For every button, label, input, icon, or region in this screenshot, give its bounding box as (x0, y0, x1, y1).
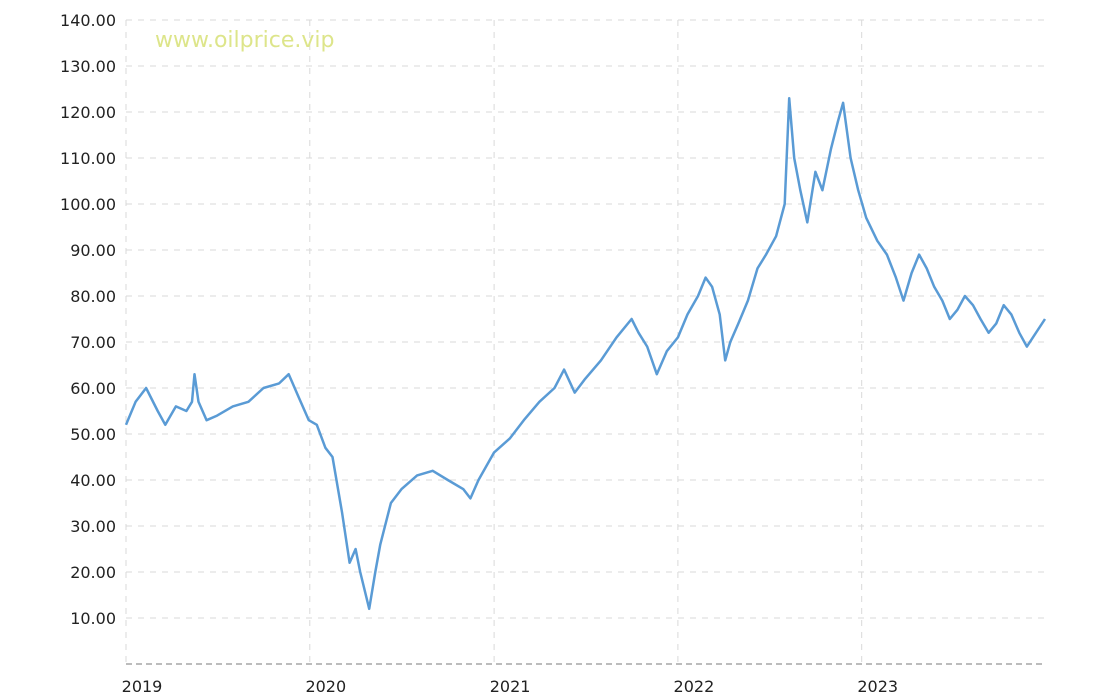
y-axis-ticks: 10.00 20.00 30.00 40.00 50.00 60.00 70.00 80.00… (60, 11, 116, 628)
x-tick-label: 2020 (305, 677, 346, 696)
y-tick-label: 110.00 (60, 149, 116, 168)
y-tick-label: 90.00 (70, 241, 116, 260)
y-tick-label: 40.00 (70, 471, 116, 490)
y-tick-label: 100.00 (60, 195, 116, 214)
y-tick-label: 60.00 (70, 379, 116, 398)
y-tick-label: 50.00 (70, 425, 116, 444)
y-tick-label: 70.00 (70, 333, 116, 352)
y-tick-label: 20.00 (70, 563, 116, 582)
y-tick-label: 130.00 (60, 57, 116, 76)
x-tick-label: 2023 (857, 677, 898, 696)
watermark-text: www.oilprice.vip (155, 28, 334, 53)
y-tick-label: 140.00 (60, 11, 116, 30)
x-tick-label: 2022 (674, 677, 715, 696)
x-tick-label: 2021 (490, 677, 531, 696)
y-tick-label: 10.00 (70, 609, 116, 628)
y-tick-label: 80.00 (70, 287, 116, 306)
y-tick-label: 30.00 (70, 517, 116, 536)
x-axis-ticks: 2019 2020 2021 2022 2023 (122, 677, 898, 696)
gridlines (125, 19, 1045, 664)
x-tick-label: 2019 (122, 677, 163, 696)
y-tick-label: 120.00 (60, 103, 116, 122)
price-series-line (124, 96, 1047, 611)
